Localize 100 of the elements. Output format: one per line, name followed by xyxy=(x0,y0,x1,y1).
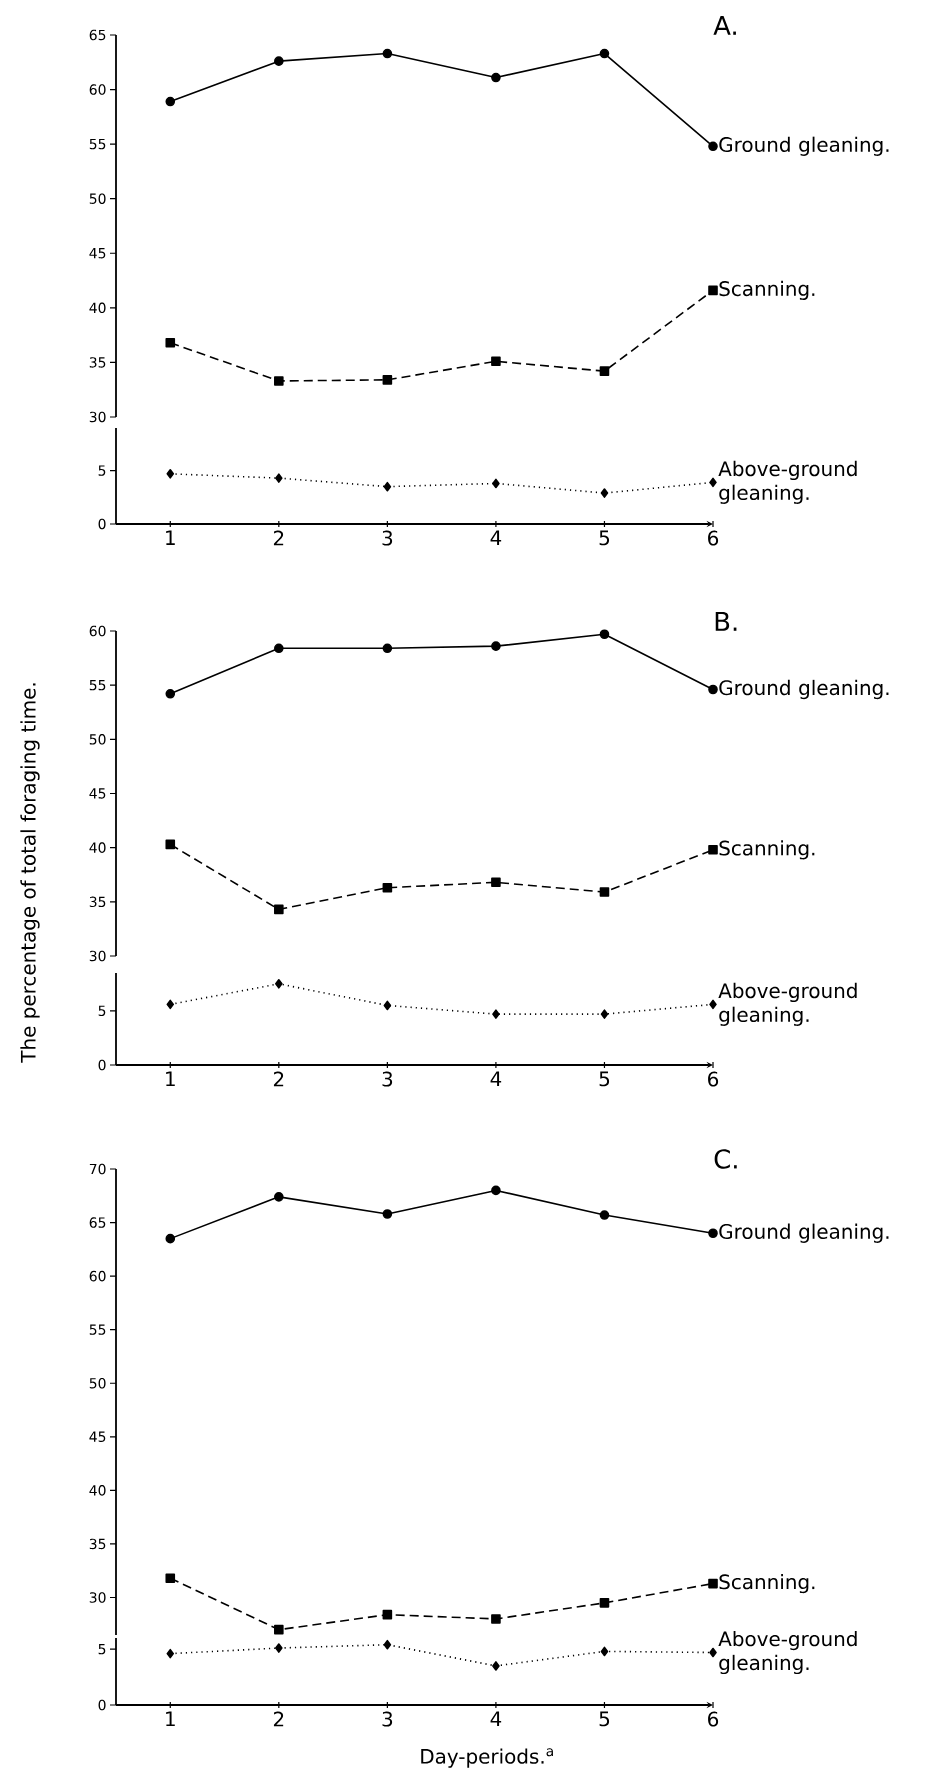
chart-title: C. xyxy=(714,1149,737,1169)
point xyxy=(275,979,283,989)
x-tick-label: 5 xyxy=(599,530,610,546)
y-axis-title: The percentage of total foraging time. xyxy=(20,683,40,1063)
point xyxy=(492,478,500,489)
x-tick-label: 4 xyxy=(490,1071,502,1087)
x-tick-label: 4 xyxy=(490,1711,502,1727)
y-tick-label: 0 xyxy=(98,1699,106,1711)
point xyxy=(708,141,718,152)
y-tick-label: 5 xyxy=(98,465,106,476)
point xyxy=(492,1661,500,1671)
point xyxy=(491,1614,501,1624)
point xyxy=(166,1648,175,1659)
point xyxy=(274,56,284,66)
y-tick-label: 40 xyxy=(89,302,106,314)
x-tick-label: 1 xyxy=(166,530,175,546)
y-tick-label: 65 xyxy=(89,1217,106,1228)
series-label: Scanning. xyxy=(719,1573,815,1594)
point xyxy=(382,48,393,59)
series-label: Scanning. xyxy=(719,840,815,860)
y-tick-label: 5 xyxy=(98,1005,106,1017)
point xyxy=(600,488,609,498)
y-tick-label: 60 xyxy=(89,84,106,95)
chart-title: B. xyxy=(715,611,737,631)
y-tick-label: 35 xyxy=(89,1538,106,1550)
point xyxy=(274,904,284,915)
series-label: Ground gleaning. xyxy=(719,679,889,700)
x-tick-label: 5 xyxy=(599,1071,610,1087)
x-tick-label: 3 xyxy=(382,1711,393,1727)
point xyxy=(383,1000,392,1011)
x-tick-label: 5 xyxy=(599,1711,610,1727)
y-tick-label: 40 xyxy=(89,842,106,853)
point xyxy=(382,643,393,654)
point xyxy=(383,1639,392,1650)
point xyxy=(382,375,393,385)
x-axis-title: Day-periods.$^{a}$ xyxy=(421,1748,553,1768)
point xyxy=(708,1578,718,1589)
point xyxy=(708,684,718,695)
point xyxy=(492,1009,500,1019)
point xyxy=(274,643,284,654)
y-tick-label: 50 xyxy=(89,734,106,745)
y-tick-label: 50 xyxy=(89,193,106,204)
point xyxy=(599,366,610,376)
point xyxy=(274,1624,284,1635)
y-tick-label: 40 xyxy=(89,1485,106,1496)
series-label: Ground gleaning. xyxy=(719,1223,889,1243)
point xyxy=(491,641,501,651)
y-tick-label: 45 xyxy=(89,1431,106,1442)
point xyxy=(491,1185,501,1196)
point xyxy=(709,999,717,1010)
point xyxy=(275,473,283,483)
point xyxy=(166,469,175,479)
point xyxy=(709,477,717,488)
point xyxy=(599,1598,610,1608)
y-tick-label: 55 xyxy=(89,1324,106,1335)
series-label: Above-ground gleaning. xyxy=(718,1630,857,1675)
series-label: Above-ground gleaning. xyxy=(718,982,857,1026)
y-tick-label: 70 xyxy=(89,1163,106,1175)
y-tick-label: 65 xyxy=(89,29,106,41)
y-tick-label: 30 xyxy=(89,411,106,423)
y-tick-label: 35 xyxy=(89,357,106,368)
y-tick-label: 0 xyxy=(98,518,106,530)
point xyxy=(382,882,393,893)
x-tick-label: 3 xyxy=(382,1071,393,1087)
point xyxy=(165,96,176,107)
point xyxy=(382,1609,393,1620)
point xyxy=(165,689,176,699)
point xyxy=(491,356,501,367)
y-tick-label: 30 xyxy=(89,1592,106,1603)
point xyxy=(708,845,718,855)
point xyxy=(600,1009,609,1019)
y-tick-label: 60 xyxy=(89,1270,106,1282)
point xyxy=(382,1209,393,1219)
y-tick-label: 0 xyxy=(98,1059,106,1071)
point xyxy=(600,1646,609,1657)
series-label: Scanning. xyxy=(719,280,815,301)
point xyxy=(491,72,501,83)
point xyxy=(599,887,610,897)
y-tick-label: 50 xyxy=(89,1377,106,1389)
point xyxy=(599,1210,610,1220)
y-tick-label: 45 xyxy=(89,248,106,259)
point xyxy=(383,481,392,492)
x-tick-label: 3 xyxy=(382,530,393,546)
point xyxy=(165,337,176,348)
y-tick-label: 30 xyxy=(89,950,106,962)
x-tick-label: 2 xyxy=(273,1071,284,1087)
x-tick-label: 1 xyxy=(166,1711,175,1727)
point xyxy=(274,376,284,386)
y-tick-label: 45 xyxy=(89,788,106,799)
point xyxy=(165,1233,176,1244)
y-tick-label: 35 xyxy=(89,896,106,908)
point xyxy=(491,877,501,888)
point xyxy=(599,48,610,59)
x-tick-label: 6 xyxy=(708,530,719,546)
y-tick-label: 55 xyxy=(89,679,106,691)
chart-title: A. xyxy=(713,15,736,35)
point xyxy=(275,1643,283,1653)
point xyxy=(165,839,176,850)
point xyxy=(274,1192,284,1202)
point xyxy=(165,1573,176,1584)
